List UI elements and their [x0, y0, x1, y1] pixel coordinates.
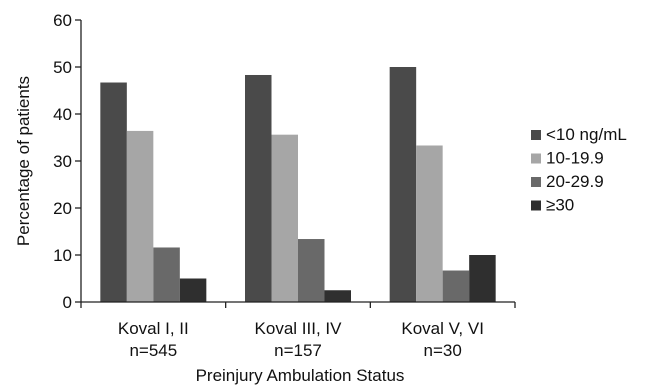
category-label: Koval V, VI	[401, 319, 484, 338]
bars-group	[100, 67, 496, 303]
x-labels-group: Koval I, II n=545 Koval III, IV n=157 Koval …	[80, 302, 516, 360]
y-tick-label: 50	[53, 58, 72, 77]
bar	[100, 82, 127, 302]
legend: <10 ng/mL 10-19.9 20-29.9 ≥30	[531, 125, 627, 215]
category-label: n=545	[129, 341, 177, 360]
legend-swatch	[531, 130, 541, 140]
category-label: n=157	[274, 341, 322, 360]
legend-label: ≥30	[546, 196, 574, 215]
y-tick-label: 0	[63, 293, 72, 312]
bar	[389, 67, 417, 302]
category-label: Koval I, II	[118, 319, 189, 338]
bar	[298, 239, 325, 302]
x-axis-title: Preinjury Ambulation Status	[196, 366, 405, 385]
y-tick-label: 20	[53, 199, 72, 218]
bar	[271, 134, 298, 302]
y-tick-label: 40	[53, 105, 72, 124]
legend-swatch	[531, 153, 541, 164]
legend-label: 20-29.9	[546, 172, 604, 191]
y-tick-label: 30	[53, 152, 72, 171]
bar	[324, 290, 351, 302]
bar	[126, 130, 154, 302]
category-label: n=30	[424, 341, 462, 360]
bar	[416, 145, 443, 302]
bar	[153, 247, 180, 302]
y-ticks-group: 0 10 20 30 40 50 60	[53, 11, 81, 312]
bar	[179, 278, 207, 302]
y-tick-label: 60	[53, 11, 72, 30]
y-tick-label: 10	[53, 246, 72, 265]
bar	[245, 74, 272, 303]
legend-label: 10-19.9	[546, 149, 604, 168]
legend-label: <10 ng/mL	[546, 125, 627, 144]
legend-swatch	[531, 200, 541, 211]
legend-swatch	[531, 177, 541, 187]
y-axis-title: Percentage of patients	[14, 76, 33, 246]
bar	[442, 270, 470, 302]
category-label: Koval III, IV	[255, 319, 343, 338]
bar	[469, 255, 496, 302]
